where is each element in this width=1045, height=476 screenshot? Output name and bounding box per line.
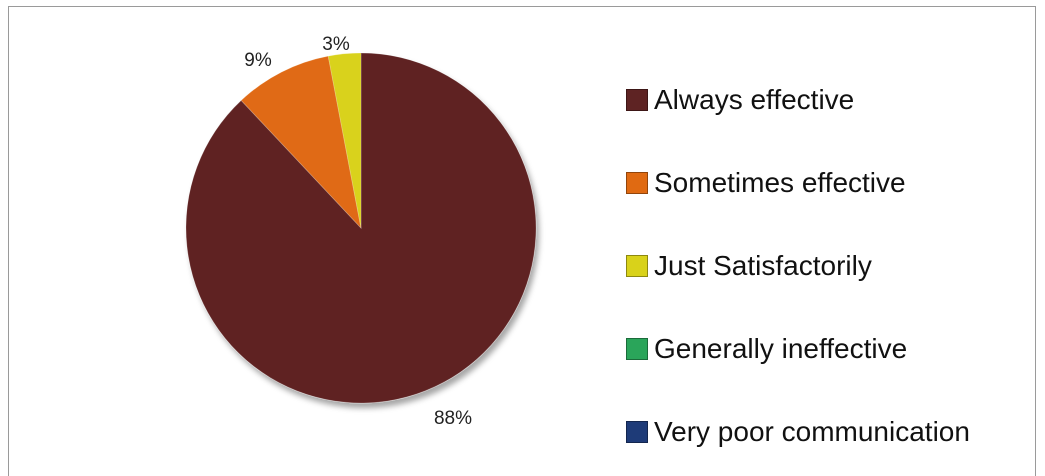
pie-slice-just-satisfactorily	[327, 52, 362, 229]
legend-swatch-very-poor-communication	[626, 420, 648, 443]
legend-item-generally-ineffective: Generally ineffective	[626, 307, 1036, 390]
legend-swatch-just-satisfactorily	[626, 254, 648, 277]
legend-swatch-generally-ineffective	[626, 337, 648, 360]
data-label-sometimes-effective: 9%	[244, 50, 272, 71]
legend-label: Generally ineffective	[654, 332, 908, 364]
legend-item-sometimes-effective: Sometimes effective	[626, 141, 1036, 224]
legend-label: Sometimes effective	[654, 166, 906, 198]
data-label-always-effective: 88%	[434, 408, 472, 429]
legend-label: Just Satisfactorily	[654, 249, 872, 281]
legend: Always effective Sometimes effective Jus…	[626, 58, 1036, 473]
legend-item-just-satisfactorily: Just Satisfactorily	[626, 224, 1036, 307]
pie-slice-sometimes-effective	[240, 55, 362, 230]
legend-label: Always effective	[654, 83, 855, 115]
legend-swatch-sometimes-effective	[626, 171, 648, 194]
legend-swatch-always-effective	[626, 88, 648, 111]
legend-item-very-poor-communication: Very poor communication	[626, 390, 1036, 473]
data-label-just-satisfactorily: 3%	[322, 34, 350, 55]
legend-item-always-effective: Always effective	[626, 58, 1036, 141]
legend-label: Very poor communication	[654, 415, 970, 447]
